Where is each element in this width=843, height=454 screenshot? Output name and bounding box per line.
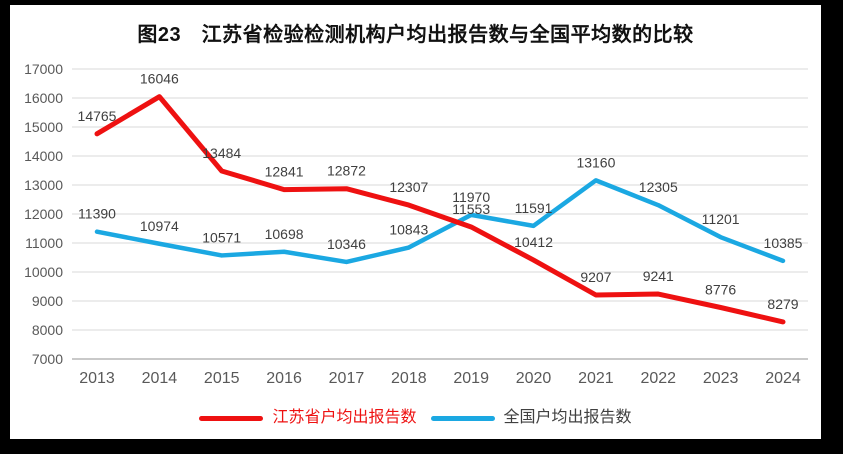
data-label-series-0: 16046 (140, 71, 179, 87)
y-tick-label: 15000 (24, 119, 63, 135)
data-label-series-1: 11390 (78, 206, 116, 222)
data-label-series-1: 11201 (702, 211, 740, 227)
data-label-series-0: 8776 (705, 281, 736, 297)
y-tick-label: 17000 (24, 61, 63, 77)
series-line-0 (94, 94, 786, 325)
y-tick-label: 7000 (32, 351, 63, 367)
chart-panel: 图23 江苏省检验检测机构户均出报告数与全国平均数的比较 7000 8000 900… (10, 5, 821, 439)
legend-line-sample-national (430, 415, 495, 421)
data-label-series-1: 11970 (452, 189, 490, 205)
data-label-series-0: 12872 (327, 163, 366, 179)
data-label-series-1: 10385 (764, 235, 803, 251)
x-tick-label: 2015 (204, 370, 240, 387)
x-tick-label: 2022 (640, 370, 676, 387)
x-tick-label: 2014 (142, 370, 178, 387)
data-label-series-0: 10412 (514, 234, 553, 250)
x-tick-label: 2016 (266, 370, 302, 387)
data-label-series-1: 10698 (265, 226, 304, 242)
x-tick-label: 2018 (391, 370, 427, 387)
y-tick-label: 14000 (24, 148, 63, 164)
x-tick-label: 2013 (79, 370, 115, 387)
series-line-1 (94, 178, 786, 265)
y-tick-label: 10000 (24, 264, 63, 280)
x-tick-label: 2019 (453, 370, 489, 387)
data-label-series-0: 9207 (580, 269, 611, 285)
data-label-series-1: 11591 (515, 200, 553, 216)
y-tick-label: 16000 (24, 90, 63, 106)
data-label-series-1: 12305 (639, 179, 678, 195)
y-tick-label: 13000 (24, 177, 63, 193)
x-tick-label: 2024 (765, 370, 801, 387)
data-label-series-1: 13160 (576, 154, 615, 170)
legend-label-national: 全国户均出报告数 (503, 409, 632, 426)
y-tick-label: 9000 (32, 293, 63, 309)
data-label-series-1: 10974 (140, 218, 179, 234)
chart-title: 图23 江苏省检验检测机构户均出报告数与全国平均数的比较 (137, 24, 694, 46)
chart-legend: 江苏省户均出报告数 全国户均出报告数 (10, 407, 821, 429)
data-label-series-0: 14765 (78, 108, 117, 124)
data-label-series-1: 10571 (202, 229, 241, 245)
legend-item-national: 全国户均出报告数 (430, 407, 632, 429)
data-label-series-0: 13484 (202, 145, 241, 161)
legend-item-jiangsu: 江苏省户均出报告数 (199, 407, 417, 429)
x-tick-label: 2023 (703, 370, 739, 387)
legend-line-sample-jiangsu (199, 415, 264, 421)
data-label-series-1: 10843 (389, 222, 428, 238)
data-label-series-0: 12307 (389, 179, 428, 195)
y-tick-label: 11000 (25, 235, 63, 251)
data-label-series-0: 8279 (767, 296, 798, 312)
data-label-series-0: 11553 (452, 201, 490, 217)
x-tick-label: 2021 (578, 370, 614, 387)
data-label-series-0: 12841 (265, 164, 304, 180)
line-chart: 7000 8000 9000 10000 11000 12000 13000 14000 150… (24, 61, 808, 387)
y-tick-label: 8000 (32, 322, 63, 338)
data-label-series-0: 9241 (643, 268, 674, 284)
x-tick-label: 2017 (329, 370, 365, 387)
legend-label-jiangsu: 江苏省户均出报告数 (272, 409, 417, 426)
x-tick-label: 2020 (516, 370, 552, 387)
data-label-series-1: 10346 (327, 236, 366, 252)
y-tick-label: 12000 (24, 206, 63, 222)
